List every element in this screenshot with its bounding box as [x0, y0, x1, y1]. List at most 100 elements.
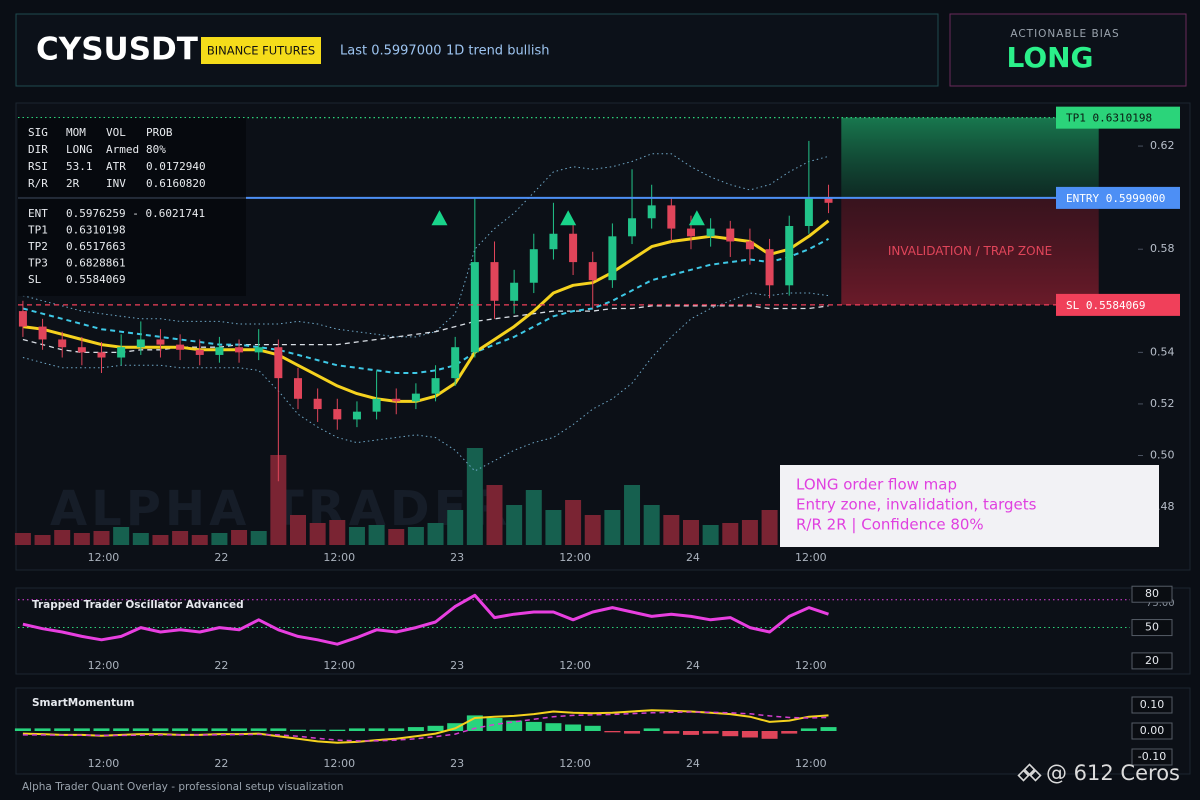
volume-bar — [584, 515, 601, 545]
histogram-bar — [407, 727, 424, 731]
y-tick-label: 0.58 — [1150, 242, 1175, 255]
x-tick-label: 12:00 — [323, 659, 355, 672]
volume-bar — [290, 515, 306, 545]
candle-body — [588, 262, 597, 281]
candle-body — [726, 228, 735, 242]
candle-body — [77, 347, 86, 353]
volume-bar — [663, 515, 680, 545]
volume-bar — [407, 527, 424, 545]
y-tick-pill — [1131, 722, 1173, 740]
histogram-bar — [34, 728, 51, 731]
y-tick-pill — [1131, 619, 1173, 637]
target-zone — [841, 117, 1099, 198]
volume-bar — [388, 529, 405, 545]
info-cell: 53.1 — [66, 160, 93, 173]
volume-bar — [14, 533, 31, 545]
histogram-bar — [329, 729, 346, 731]
candle-body — [765, 249, 774, 286]
trap-zone — [841, 197, 1099, 305]
info-cell: MOM — [66, 126, 86, 139]
histogram-bar — [800, 728, 817, 731]
level-badge — [1056, 186, 1180, 209]
y-tick-label: 80 — [1145, 587, 1159, 600]
x-tick-label: 12:00 — [559, 551, 591, 564]
volume-bar — [329, 520, 346, 545]
histogram-bar — [14, 728, 31, 731]
volume-bar — [624, 485, 641, 545]
info-cell: PROB — [146, 126, 173, 139]
candle-body — [136, 339, 145, 348]
histogram-bar — [132, 728, 149, 731]
candle-body — [195, 349, 204, 355]
candle-body — [569, 233, 578, 263]
volume-bar — [741, 520, 758, 545]
candle-body — [333, 409, 342, 420]
volume-bar — [447, 510, 464, 545]
candle-body — [97, 352, 106, 358]
info-cell: 80% — [146, 143, 166, 156]
y-tick-label: -0.10 — [1138, 750, 1166, 763]
candle-body — [58, 339, 67, 348]
x-tick-label: 12:00 — [88, 659, 120, 672]
histogram-bar — [584, 725, 601, 731]
candle-body — [529, 249, 538, 283]
x-tick-label: 23 — [450, 659, 464, 672]
histogram-bar — [525, 721, 542, 731]
candle-body — [372, 398, 381, 412]
x-tick-label: 22 — [214, 551, 228, 564]
candle-body — [745, 241, 754, 250]
level-badge — [1056, 293, 1180, 316]
level-label: SL 0.5584069 — [1066, 299, 1145, 312]
candle-body — [510, 282, 519, 301]
y-tick-pill — [1131, 652, 1173, 670]
last-price: Last 0.5997000 — [340, 44, 442, 59]
histogram-bar — [172, 728, 189, 731]
histogram-bar — [545, 723, 562, 731]
volume-bar — [34, 535, 51, 545]
volume-bar — [132, 533, 149, 545]
volume-bar — [191, 535, 208, 545]
y-tick-label: 0.62 — [1150, 139, 1175, 152]
volume-bar — [113, 527, 130, 545]
candle-body — [18, 311, 27, 327]
candle-body — [549, 233, 558, 250]
info-level: ENT — [28, 207, 48, 220]
volume-bar — [309, 523, 326, 545]
credit: @ 612 Ceros — [1046, 761, 1180, 785]
candle-body — [470, 262, 479, 353]
info-cell: VOL — [106, 126, 126, 139]
overlay-line — [22, 153, 829, 338]
candle-body — [215, 347, 224, 355]
signal-marker — [688, 210, 705, 226]
candle-body — [254, 347, 263, 353]
info-level: 0.6828861 — [66, 257, 126, 270]
candle-body — [117, 347, 126, 358]
x-tick-label: 12:00 — [88, 757, 120, 770]
histogram-bar — [388, 728, 405, 731]
level-badge — [1056, 106, 1180, 129]
x-tick-label: 12:00 — [795, 551, 827, 564]
candle-body — [490, 262, 499, 301]
histogram-bar — [781, 731, 798, 734]
histogram-bar — [682, 731, 699, 735]
histogram-bar — [761, 731, 778, 739]
y-tick-label: 0.54 — [1150, 345, 1175, 358]
oscillator-line — [22, 593, 829, 646]
y-tick-label: 0.00 — [1140, 724, 1165, 737]
y-tick-label: 20 — [1145, 654, 1159, 667]
histogram-bar — [624, 731, 641, 734]
info-cell: 0.0172940 — [146, 160, 206, 173]
volume-bar — [270, 455, 287, 545]
volume-bar — [211, 533, 228, 545]
trend: 1D trend bullish — [446, 44, 550, 59]
level-label: TP1 0.6310198 — [1066, 112, 1152, 125]
signal-marker — [560, 210, 577, 226]
exchange: BINANCE FUTURES — [207, 44, 315, 58]
info-cell: DIR — [28, 143, 48, 156]
info-cell: 2R — [66, 177, 80, 190]
info-level: TP2 — [28, 240, 48, 253]
histogram-bar — [565, 724, 582, 731]
annotation-line: R/R 2R | Confidence 80% — [796, 516, 984, 534]
zone-label: INVALIDATION / TRAP ZONE — [888, 244, 1052, 258]
